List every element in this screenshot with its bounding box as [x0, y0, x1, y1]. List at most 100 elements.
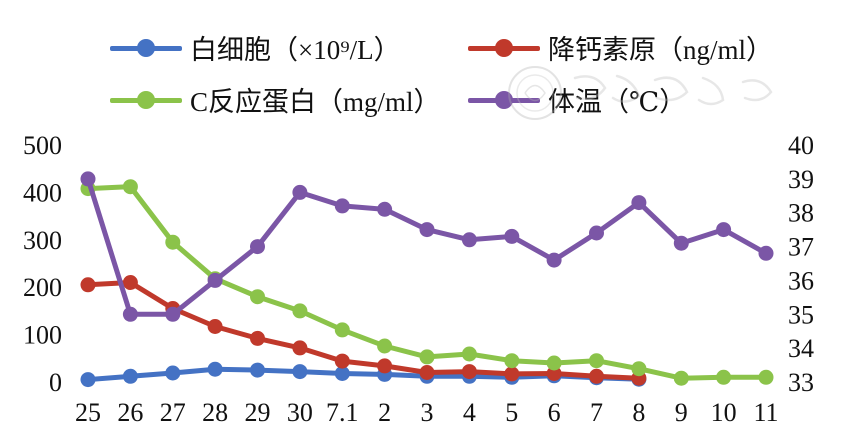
x-tick-label: 11: [753, 398, 778, 427]
data-point: [334, 322, 350, 338]
data-point: [122, 179, 138, 195]
legend-label-temp: 体温（℃）: [548, 87, 687, 117]
right-tick-label: 37: [788, 233, 814, 262]
legend-item-temp: 体温（℃）: [468, 80, 686, 119]
right-tick-label: 35: [788, 300, 814, 329]
data-point: [546, 366, 562, 381]
x-tick-label: 26: [117, 398, 143, 427]
x-tick-label: 7: [590, 398, 603, 427]
data-point: [165, 306, 181, 322]
legend-item-wbc: 白细胞（×10⁹/L）: [110, 28, 401, 67]
data-point: [716, 222, 732, 238]
x-tick-label: 10: [711, 398, 737, 427]
x-tick-label: 9: [675, 398, 688, 427]
x-tick-label: 7.1: [326, 398, 359, 427]
data-point: [673, 370, 689, 386]
right-tick-label: 38: [788, 199, 814, 228]
right-tick-label: 33: [788, 368, 814, 397]
data-point: [504, 366, 520, 382]
data-point: [165, 234, 181, 250]
right-tick-label: 34: [788, 334, 814, 363]
right-tick-label: 36: [788, 266, 814, 295]
data-point: [80, 171, 96, 187]
data-point: [122, 275, 138, 290]
data-point: [461, 232, 477, 248]
legend-swatch-pct: [468, 33, 540, 63]
legend-label-crp: C反应蛋白（mg/ml）: [190, 87, 441, 117]
x-tick-label: 5: [505, 398, 518, 427]
legend: 白细胞（×10⁹/L） 降钙素原（ng/ml） C反应蛋白（mg/ml） 体温（…: [0, 0, 847, 130]
left-tick-label: 400: [23, 178, 62, 207]
x-tick-label: 3: [421, 398, 434, 427]
legend-swatch-crp: [110, 85, 182, 115]
series-3: [80, 171, 774, 322]
data-point: [673, 235, 689, 251]
data-point: [80, 277, 96, 293]
data-point: [292, 303, 308, 319]
x-tick-label: 6: [548, 398, 561, 427]
data-point: [207, 361, 223, 377]
data-point: [250, 289, 265, 305]
data-point: [292, 184, 308, 200]
data-point: [292, 340, 308, 356]
left-tick-label: 500: [23, 131, 62, 160]
data-point: [250, 330, 265, 346]
data-point: [292, 364, 308, 380]
x-tick-label: 30: [287, 398, 313, 427]
left-axis: 0 100 200 300 400 500: [23, 131, 62, 397]
data-point: [758, 245, 774, 261]
right-tick-label: 39: [788, 165, 814, 194]
x-axis: 25 26 27 28 29 30 7.1 2 3 4 5 6 7 8 9 10 11: [75, 398, 779, 427]
data-point: [419, 222, 435, 238]
data-point: [122, 368, 138, 384]
data-point: [546, 252, 562, 268]
x-tick-label: 25: [75, 398, 101, 427]
legend-item-crp: C反应蛋白（mg/ml）: [110, 80, 441, 119]
data-point: [80, 372, 96, 388]
left-tick-label: 300: [23, 226, 62, 255]
data-point: [758, 369, 774, 385]
data-point: [461, 346, 477, 362]
data-point: [504, 228, 520, 244]
data-point: [207, 272, 223, 288]
watermark-seal: [508, 66, 773, 120]
x-tick-label: 8: [632, 398, 645, 427]
x-tick-label: 4: [463, 398, 476, 427]
data-point: [419, 365, 435, 380]
data-point: [250, 239, 265, 255]
data-point: [377, 201, 393, 217]
data-point: [334, 366, 350, 381]
data-point: [377, 338, 393, 354]
data-point: [334, 353, 350, 369]
right-tick-label: 40: [788, 131, 814, 160]
left-tick-label: 200: [23, 273, 62, 302]
data-point: [589, 368, 604, 384]
data-point: [546, 355, 562, 371]
data-point: [589, 225, 604, 241]
legend-label-pct: 降钙素原（ng/ml）: [548, 35, 774, 65]
data-point: [377, 358, 393, 374]
data-point: [165, 365, 181, 381]
data-point: [631, 195, 647, 211]
data-point: [207, 319, 223, 334]
x-tick-label: 28: [202, 398, 228, 427]
data-point: [504, 353, 520, 369]
data-point: [122, 306, 138, 322]
legend-swatch-wbc: [110, 33, 182, 63]
data-point: [461, 364, 477, 380]
x-tick-label: 2: [378, 398, 391, 427]
left-tick-label: 0: [49, 368, 62, 397]
legend-item-pct: 降钙素原（ng/ml）: [468, 28, 773, 67]
series-1: [80, 275, 647, 386]
data-point: [250, 362, 265, 378]
data-point: [334, 198, 350, 214]
data-point: [631, 361, 647, 377]
data-point: [716, 369, 732, 385]
x-tick-label: 27: [160, 398, 186, 427]
left-tick-label: 100: [23, 321, 62, 350]
legend-label-wbc: 白细胞（×10⁹/L）: [190, 35, 401, 65]
right-axis: 33 34 35 36 37 38 39 40: [788, 131, 814, 397]
x-tick-label: 29: [245, 398, 271, 427]
series-2: [80, 179, 774, 386]
